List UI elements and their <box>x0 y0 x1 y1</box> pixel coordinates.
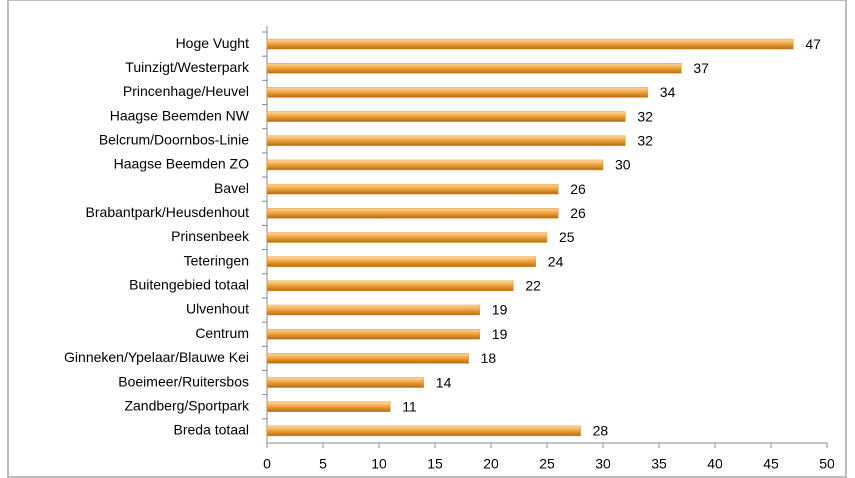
data-label: 25 <box>559 229 575 245</box>
bar <box>266 111 626 122</box>
bar <box>266 232 548 243</box>
x-tick-label: 0 <box>263 456 271 472</box>
bar <box>266 304 481 316</box>
data-label: 22 <box>525 278 541 294</box>
y-tick-label: Princenhage/Heuvel <box>123 83 249 99</box>
data-label: 34 <box>660 84 676 100</box>
y-tick-label: Buitengebied totaal <box>129 277 249 293</box>
y-tick-label: Teteringen <box>184 252 249 268</box>
data-label: 18 <box>481 350 497 366</box>
data-label: 26 <box>570 205 586 221</box>
bar <box>266 208 559 219</box>
y-tick-label: Hoge Vught <box>176 35 250 51</box>
bar <box>266 256 537 267</box>
bar <box>266 401 391 412</box>
x-tick-label: 10 <box>371 456 387 472</box>
bar <box>266 183 559 195</box>
x-tick-label: 5 <box>319 456 327 472</box>
bar <box>266 87 649 98</box>
data-label: 24 <box>548 253 564 269</box>
bar <box>266 135 626 147</box>
x-tick-label: 40 <box>707 456 723 472</box>
x-tick-label: 20 <box>483 456 499 472</box>
bar <box>266 328 481 340</box>
y-tick-label: Bavel <box>214 180 249 196</box>
data-label: 14 <box>436 374 452 390</box>
x-tick-label: 35 <box>651 456 667 472</box>
bar <box>266 159 604 171</box>
bar <box>266 353 469 364</box>
y-tick-label: Belcrum/Doornbos-Linie <box>99 131 249 147</box>
y-tick-label: Boeimeer/Ruitersbos <box>118 373 249 389</box>
y-tick-label: Prinsenbeek <box>171 228 250 244</box>
y-tick-label: Haagse Beemden ZO <box>114 156 250 172</box>
data-label: 47 <box>805 36 821 52</box>
bar <box>266 425 581 437</box>
data-label: 19 <box>492 326 508 342</box>
y-tick-label: Centrum <box>195 325 249 341</box>
x-tick-label: 25 <box>539 456 555 472</box>
y-tick-label: Ginneken/Ypelaar/Blauwe Kei <box>64 349 249 365</box>
data-label: 37 <box>693 60 709 76</box>
bar <box>266 280 514 292</box>
data-label: 32 <box>637 108 653 124</box>
data-label: 19 <box>492 302 508 318</box>
y-tick-label: Breda totaal <box>174 422 250 438</box>
y-tick-label: Zandberg/Sportpark <box>124 397 250 413</box>
x-tick-label: 45 <box>763 456 779 472</box>
x-tick-label: 50 <box>819 456 835 472</box>
data-label: 11 <box>402 398 417 414</box>
data-label: 26 <box>570 181 586 197</box>
bar <box>266 38 794 50</box>
x-tick-label: 30 <box>595 456 611 472</box>
x-tick-label: 15 <box>427 456 443 472</box>
bar <box>266 63 682 74</box>
y-tick-label: Brabantpark/Heusdenhout <box>86 204 250 220</box>
bar <box>266 377 425 388</box>
data-label: 30 <box>615 157 631 173</box>
y-tick-label: Ulvenhout <box>186 301 249 317</box>
data-label: 28 <box>593 423 609 439</box>
y-tick-label: Haagse Beemden NW <box>110 107 250 123</box>
data-label: 32 <box>637 132 653 148</box>
y-tick-label: Tuinzigt/Westerpark <box>125 59 250 75</box>
